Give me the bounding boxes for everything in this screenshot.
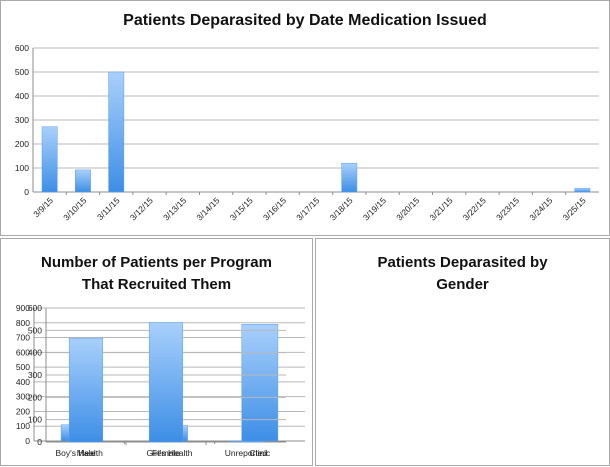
y-tick-label: 800: [16, 318, 30, 328]
x-category-label: 3/19/15: [361, 195, 388, 222]
x-category-label: Girl's Health: [146, 448, 192, 458]
y-tick-label: 300: [16, 392, 30, 402]
x-category-label: 3/25/15: [561, 195, 588, 222]
x-category-label: 3/11/15: [95, 195, 122, 222]
y-tick-label: 0: [37, 437, 42, 447]
y-tick-label: 600: [16, 347, 30, 357]
y-tick-label: 0: [25, 436, 30, 446]
x-category-label: Female: [152, 448, 181, 458]
x-category-label: 3/18/15: [328, 195, 355, 222]
x-category-label: 3/23/15: [494, 195, 521, 222]
x-category-label: Clinic: [249, 448, 271, 458]
y-tick-label: 400: [15, 91, 29, 101]
y-tick-label: 300: [28, 370, 42, 380]
bar-Unreported: [228, 441, 264, 443]
x-category-label: 3/12/15: [128, 195, 155, 222]
y-tick-label: 100: [16, 421, 30, 431]
x-category-label: 3/21/15: [427, 195, 454, 222]
bar-Clinic: [241, 324, 279, 442]
chart-title-by-gender: Patients Deparasited by Gender: [377, 254, 548, 293]
chart-by-gender: 0 100 200 300 400 500 600 Male Female Unreported: [28, 303, 286, 458]
x-category-label: Boy's Health: [55, 448, 103, 458]
y-tick-label: 0: [24, 187, 29, 197]
y-tick-label: 200: [16, 406, 30, 416]
y-tick-label: 300: [15, 115, 29, 125]
y-tick-label: 900: [16, 303, 30, 313]
bar-Male: [68, 337, 104, 443]
y-tick-label: 200: [15, 139, 29, 149]
x-category-label: 3/16/15: [261, 195, 288, 222]
x-category-label: 3/10/15: [61, 195, 88, 222]
bar-3/10/15: [75, 169, 91, 193]
x-category-label: Male: [77, 448, 96, 458]
x-category-label: 3/13/15: [161, 195, 188, 222]
y-tick-label: 400: [16, 377, 30, 387]
chart-title-by-date: Patients Deparasited by Date Medication …: [123, 12, 487, 29]
x-category-label: 3/20/15: [394, 195, 421, 222]
x-category-label: 3/9/15: [31, 195, 55, 219]
bar-3/9/15: [41, 126, 58, 193]
y-tick-label: 500: [28, 325, 42, 335]
y-tick-label: 600: [28, 303, 42, 313]
y-tick-label: 500: [15, 67, 29, 77]
chart-panel-by-gender: Patients Deparasited by Gender 0 100 200 30…: [28, 238, 610, 466]
x-category-label: 3/14/15: [194, 195, 221, 222]
chart-panel-by-date: Patients Deparasited by Date Medication …: [0, 0, 610, 236]
y-tick-label: 200: [28, 392, 42, 402]
x-category-label: 3/22/15: [461, 195, 488, 222]
bar-3/25/15: [574, 188, 591, 193]
bar-Female: [148, 322, 184, 443]
y-tick-label: 400: [28, 348, 42, 358]
x-category-label: 3/17/15: [294, 195, 321, 222]
bar-3/18/15: [341, 162, 358, 193]
y-tick-label: 700: [16, 333, 30, 343]
chart-title-by-program: Number of Patients per Program That Recr…: [41, 254, 272, 293]
bar-3/11/15: [108, 71, 125, 193]
x-category-label: 3/15/15: [228, 195, 255, 222]
y-tick-label: 100: [28, 415, 42, 425]
x-category-label: 3/24/15: [527, 195, 554, 222]
x-category-label: Unreported: [225, 448, 268, 458]
y-tick-label: 500: [16, 362, 30, 372]
y-tick-label: 100: [15, 163, 29, 173]
y-tick-label: 600: [15, 43, 29, 53]
